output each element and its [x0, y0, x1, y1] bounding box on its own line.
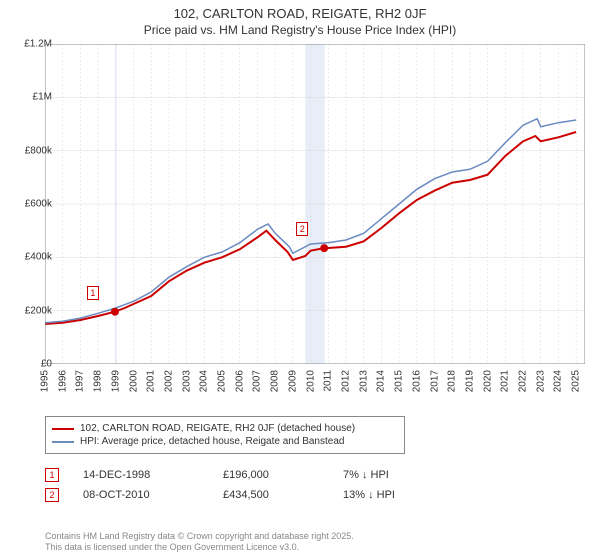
legend-item: HPI: Average price, detached house, Reig…: [52, 436, 398, 447]
x-tick-label: 2009: [287, 370, 298, 392]
y-tick-label: £600k: [8, 199, 52, 210]
footer-line-1: Contains HM Land Registry data © Crown c…: [45, 531, 354, 543]
x-tick-label: 2022: [518, 370, 529, 392]
x-axis: 1995199619971998199920002001200220032004…: [45, 364, 585, 408]
y-tick-label: £400k: [8, 252, 52, 263]
x-tick-label: 2007: [252, 370, 263, 392]
x-tick-label: 2003: [181, 370, 192, 392]
x-tick-label: 2000: [128, 370, 139, 392]
page-title-address: 102, CARLTON ROAD, REIGATE, RH2 0JF: [0, 6, 600, 21]
event-price: £434,500: [223, 489, 343, 501]
event-table: 1 14-DEC-1998£196,0007% ↓ HPI 2 08-OCT-2010…: [45, 462, 585, 508]
x-tick-label: 2025: [571, 370, 582, 392]
y-tick-label: £1M: [8, 92, 52, 103]
x-tick-label: 2004: [199, 370, 210, 392]
event-date: 14-DEC-1998: [83, 469, 223, 481]
x-tick-label: 2008: [270, 370, 281, 392]
x-tick-label: 2010: [305, 370, 316, 392]
y-tick-label: £800k: [8, 145, 52, 156]
price-chart: 12: [45, 44, 585, 364]
x-tick-label: 2019: [464, 370, 475, 392]
x-tick-label: 1997: [75, 370, 86, 392]
x-tick-label: 2021: [500, 370, 511, 392]
event-row: 2 08-OCT-2010£434,50013% ↓ HPI: [45, 488, 585, 502]
legend-label: 102, CARLTON ROAD, REIGATE, RH2 0JF (det…: [80, 423, 355, 434]
event-hpi-delta: 13% ↓ HPI: [343, 489, 483, 501]
footer-attribution: Contains HM Land Registry data © Crown c…: [45, 531, 354, 554]
x-tick-label: 2020: [482, 370, 493, 392]
legend-item: 102, CARLTON ROAD, REIGATE, RH2 0JF (det…: [52, 423, 398, 434]
event-row: 1 14-DEC-1998£196,0007% ↓ HPI: [45, 468, 585, 482]
x-tick-label: 2013: [358, 370, 369, 392]
event-date: 08-OCT-2010: [83, 489, 223, 501]
y-tick-label: £1.2M: [8, 39, 52, 50]
x-tick-label: 2012: [340, 370, 351, 392]
x-tick-label: 2015: [394, 370, 405, 392]
legend: 102, CARLTON ROAD, REIGATE, RH2 0JF (det…: [45, 416, 405, 454]
event-marker-dot: [320, 244, 328, 252]
event-price: £196,000: [223, 469, 343, 481]
x-tick-label: 1996: [57, 370, 68, 392]
x-tick-label: 2005: [217, 370, 228, 392]
x-tick-label: 2024: [553, 370, 564, 392]
x-tick-label: 2011: [323, 370, 334, 392]
event-marker-badge: 1: [87, 286, 99, 300]
event-marker-dot: [111, 308, 119, 316]
page-subtitle: Price paid vs. HM Land Registry's House …: [0, 23, 600, 37]
chart-svg: [45, 44, 585, 364]
event-hpi-delta: 7% ↓ HPI: [343, 469, 483, 481]
x-tick-label: 2016: [411, 370, 422, 392]
x-tick-label: 1999: [110, 370, 121, 392]
event-id-badge: 2: [45, 488, 59, 502]
x-tick-label: 2017: [429, 370, 440, 392]
x-tick-label: 1998: [93, 370, 104, 392]
footer-line-2: This data is licensed under the Open Gov…: [45, 542, 354, 554]
legend-swatch: [52, 428, 74, 430]
x-tick-label: 2014: [376, 370, 387, 392]
x-tick-label: 2006: [234, 370, 245, 392]
event-marker-badge: 2: [296, 222, 308, 236]
x-tick-label: 2002: [163, 370, 174, 392]
x-tick-label: 2023: [535, 370, 546, 392]
x-tick-label: 2001: [146, 370, 157, 392]
y-tick-label: £200k: [8, 305, 52, 316]
legend-swatch: [52, 441, 74, 443]
x-tick-label: 1995: [40, 370, 51, 392]
x-tick-label: 2018: [447, 370, 458, 392]
legend-label: HPI: Average price, detached house, Reig…: [80, 436, 344, 447]
event-id-badge: 1: [45, 468, 59, 482]
